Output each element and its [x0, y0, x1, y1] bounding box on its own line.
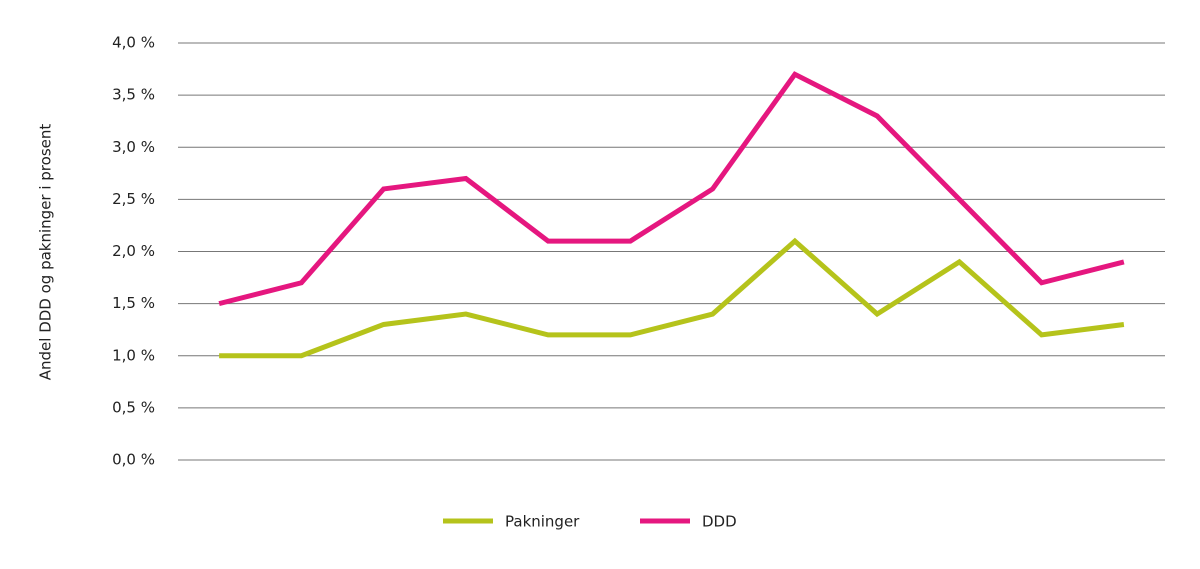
legend-label: DDD — [702, 513, 737, 531]
legend-label: Pakninger — [505, 513, 580, 531]
y-tick-label: 3,5 % — [112, 86, 155, 104]
y-tick-label: 0,0 % — [112, 451, 155, 469]
y-tick-label: 2,5 % — [112, 190, 155, 208]
y-tick-label: 0,5 % — [112, 398, 155, 416]
y-tick-label: 3,0 % — [112, 138, 155, 156]
y-tick-label: 2,0 % — [112, 242, 155, 260]
data-line — [219, 237, 1125, 359]
y-tick-label: 1,5 % — [112, 294, 155, 312]
y-tick-label: 1,0 % — [112, 346, 155, 364]
y-tick-label: 4,0 % — [112, 34, 155, 52]
y-axis-label: Andel DDD og pakninger i prosent — [37, 124, 55, 381]
data-line — [218, 71, 1125, 307]
